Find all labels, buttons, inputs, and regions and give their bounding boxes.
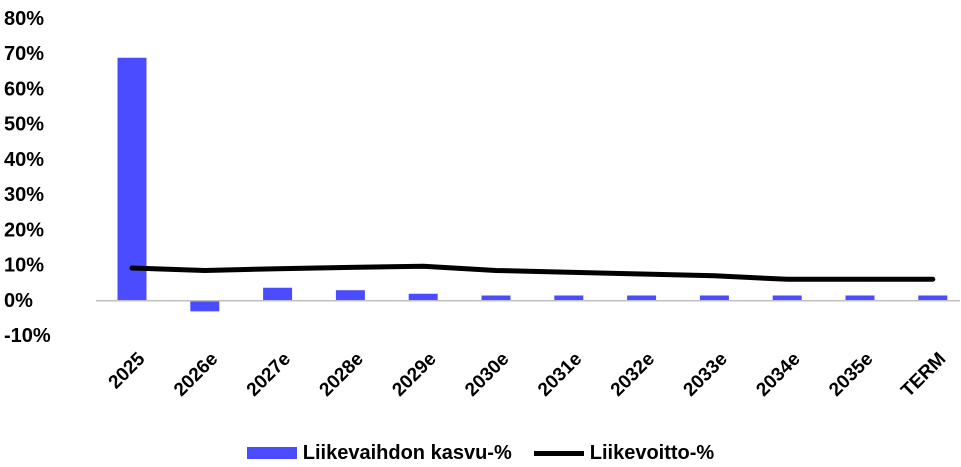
x-tick-label: 2035e (825, 349, 877, 401)
y-tick-label: 30% (4, 184, 44, 206)
bar (845, 295, 875, 301)
y-tick-label: 10% (4, 255, 44, 277)
x-tick-label: 2025 (105, 348, 150, 393)
bar (481, 295, 511, 301)
legend-label-line: Liikevoitto-% (589, 441, 715, 464)
x-tick-label: 2030e (461, 349, 513, 401)
x-tick-label: 2026e (170, 349, 222, 401)
x-tick-label: 2028e (316, 349, 368, 401)
bar (554, 295, 584, 301)
bar (918, 295, 948, 301)
bar (117, 57, 147, 301)
bar (627, 295, 657, 301)
x-tick-label: 2031e (534, 349, 586, 401)
y-tick-label: 40% (4, 149, 44, 171)
legend-label-bar: Liikevaihdon kasvu-% (302, 441, 512, 464)
bar (190, 300, 220, 312)
legend-item-bar: Liikevaihdon kasvu-% (246, 441, 512, 465)
bar (263, 287, 293, 301)
y-tick-label: 50% (4, 114, 44, 136)
legend-swatch-bar (246, 447, 297, 459)
bar (699, 295, 729, 301)
y-tick-label: 0% (4, 290, 33, 312)
chart-plot: 80% 70% 60% 50% 40% 30% 20% 10% 0% -10% 2025 2026e… (4, 8, 960, 401)
x-tick-label: TERM (897, 349, 950, 402)
y-tick-label: -10% (4, 325, 51, 347)
x-tick-label: 2027e (243, 349, 295, 401)
bar (772, 295, 802, 301)
bar-series (117, 57, 948, 312)
bar (335, 290, 365, 301)
x-tick-label: 2033e (680, 349, 732, 401)
x-tick-label: 2032e (607, 349, 659, 401)
y-tick-label: 80% (4, 8, 44, 30)
y-axis: 80% 70% 60% 50% 40% 30% 20% 10% 0% -10% (4, 8, 51, 347)
y-tick-label: 60% (4, 78, 44, 100)
y-tick-label: 20% (4, 219, 44, 241)
y-tick-label: 70% (4, 43, 44, 65)
x-tick-label: 2029e (388, 349, 440, 401)
x-tick-label: 2034e (752, 349, 804, 401)
bar (408, 293, 438, 301)
legend-swatch-line (533, 450, 584, 456)
x-axis: 2025 2026e 2027e 2028e 2029e 2030e 2031e 2032e 2… (105, 348, 951, 401)
legend: Liikevaihdon kasvu-% Liikevoitto-% (0, 439, 961, 467)
legend-item-line: Liikevoitto-% (533, 441, 715, 465)
line-series (129, 263, 936, 282)
